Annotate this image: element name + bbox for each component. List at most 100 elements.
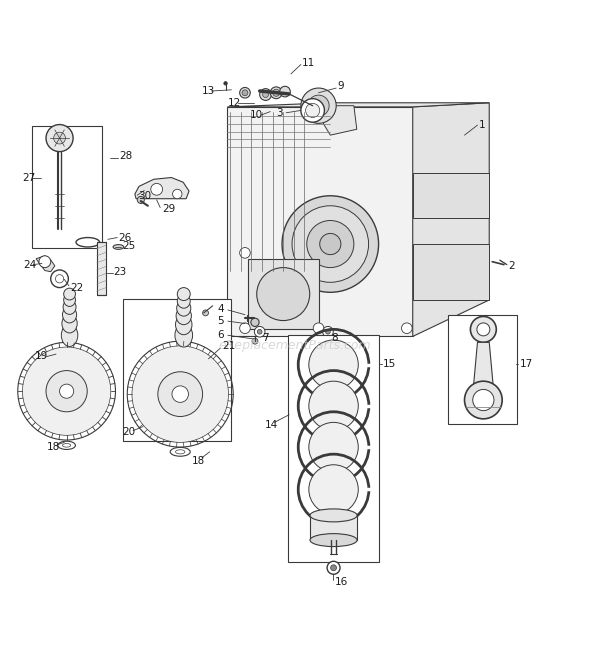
Ellipse shape [176, 300, 191, 316]
Circle shape [282, 196, 379, 292]
Ellipse shape [63, 307, 77, 323]
Circle shape [323, 327, 333, 337]
Text: 14: 14 [264, 420, 278, 430]
Circle shape [270, 87, 282, 98]
Circle shape [326, 329, 330, 334]
Text: 15: 15 [384, 358, 396, 369]
Circle shape [242, 90, 248, 96]
Text: 22: 22 [70, 283, 83, 293]
Text: eReplacementParts.com: eReplacementParts.com [219, 340, 371, 353]
Polygon shape [36, 256, 55, 272]
Text: 6: 6 [217, 330, 224, 340]
Circle shape [46, 125, 73, 151]
Ellipse shape [177, 288, 190, 301]
Ellipse shape [176, 307, 191, 325]
Text: 17: 17 [520, 358, 533, 369]
Circle shape [301, 88, 336, 124]
Bar [32, 126, 102, 248]
Circle shape [280, 86, 290, 97]
Circle shape [330, 565, 336, 571]
Circle shape [22, 347, 111, 435]
Ellipse shape [76, 237, 100, 247]
Text: 5: 5 [217, 316, 224, 325]
Circle shape [402, 323, 412, 333]
Ellipse shape [170, 448, 190, 456]
Bar [413, 244, 489, 300]
Text: 19: 19 [35, 351, 48, 361]
Ellipse shape [62, 314, 77, 333]
Ellipse shape [310, 534, 357, 547]
Text: 18: 18 [192, 455, 205, 466]
Polygon shape [135, 177, 189, 199]
Text: 2: 2 [508, 261, 514, 271]
Text: 16: 16 [335, 578, 348, 587]
Circle shape [309, 381, 358, 431]
Bar [288, 335, 379, 562]
Circle shape [172, 386, 188, 402]
Circle shape [464, 381, 502, 419]
Polygon shape [413, 103, 489, 336]
Text: 13: 13 [202, 86, 215, 96]
Ellipse shape [175, 324, 192, 347]
Text: 4: 4 [217, 304, 224, 314]
Circle shape [39, 256, 51, 268]
Ellipse shape [58, 441, 76, 450]
Text: 3: 3 [276, 108, 283, 118]
Circle shape [46, 371, 87, 411]
Polygon shape [473, 342, 494, 394]
Circle shape [55, 274, 64, 283]
Bar [448, 314, 517, 424]
Circle shape [470, 316, 496, 342]
Circle shape [240, 323, 250, 333]
Circle shape [60, 384, 74, 399]
Text: 26: 26 [119, 232, 132, 243]
Text: 27: 27 [22, 173, 35, 182]
Polygon shape [227, 107, 413, 336]
Circle shape [309, 465, 358, 514]
Text: 25: 25 [122, 241, 135, 251]
Circle shape [240, 87, 250, 98]
Ellipse shape [310, 509, 357, 522]
Circle shape [307, 221, 354, 268]
Ellipse shape [63, 300, 76, 314]
Text: 12: 12 [228, 98, 241, 108]
Circle shape [158, 372, 202, 417]
Polygon shape [323, 105, 357, 135]
Text: 30: 30 [139, 192, 152, 201]
Circle shape [54, 132, 65, 144]
Circle shape [172, 190, 182, 199]
Bar [123, 299, 231, 441]
Circle shape [292, 206, 369, 282]
Circle shape [51, 270, 68, 288]
Circle shape [137, 196, 145, 203]
Circle shape [132, 346, 228, 443]
Text: 9: 9 [337, 81, 344, 91]
Ellipse shape [63, 444, 71, 447]
Bar [97, 242, 106, 295]
Polygon shape [227, 103, 489, 107]
Bar [413, 173, 489, 217]
Ellipse shape [64, 288, 76, 300]
Text: 28: 28 [120, 151, 133, 160]
Text: 18: 18 [47, 442, 60, 452]
Text: 21: 21 [222, 341, 235, 351]
Text: 20: 20 [123, 427, 136, 437]
Ellipse shape [175, 314, 192, 334]
Ellipse shape [64, 294, 76, 307]
Text: 1: 1 [478, 120, 485, 129]
Circle shape [202, 310, 208, 316]
Circle shape [313, 323, 324, 333]
Text: 8: 8 [332, 333, 338, 343]
Bar [248, 259, 319, 329]
Circle shape [151, 183, 163, 195]
Ellipse shape [61, 324, 78, 346]
Circle shape [473, 389, 494, 411]
Text: 7: 7 [262, 333, 268, 343]
Circle shape [251, 318, 259, 327]
Text: 24: 24 [23, 259, 37, 270]
Circle shape [257, 268, 310, 320]
Circle shape [301, 98, 324, 122]
Circle shape [327, 562, 340, 575]
Circle shape [260, 89, 271, 100]
Text: 29: 29 [162, 204, 175, 214]
